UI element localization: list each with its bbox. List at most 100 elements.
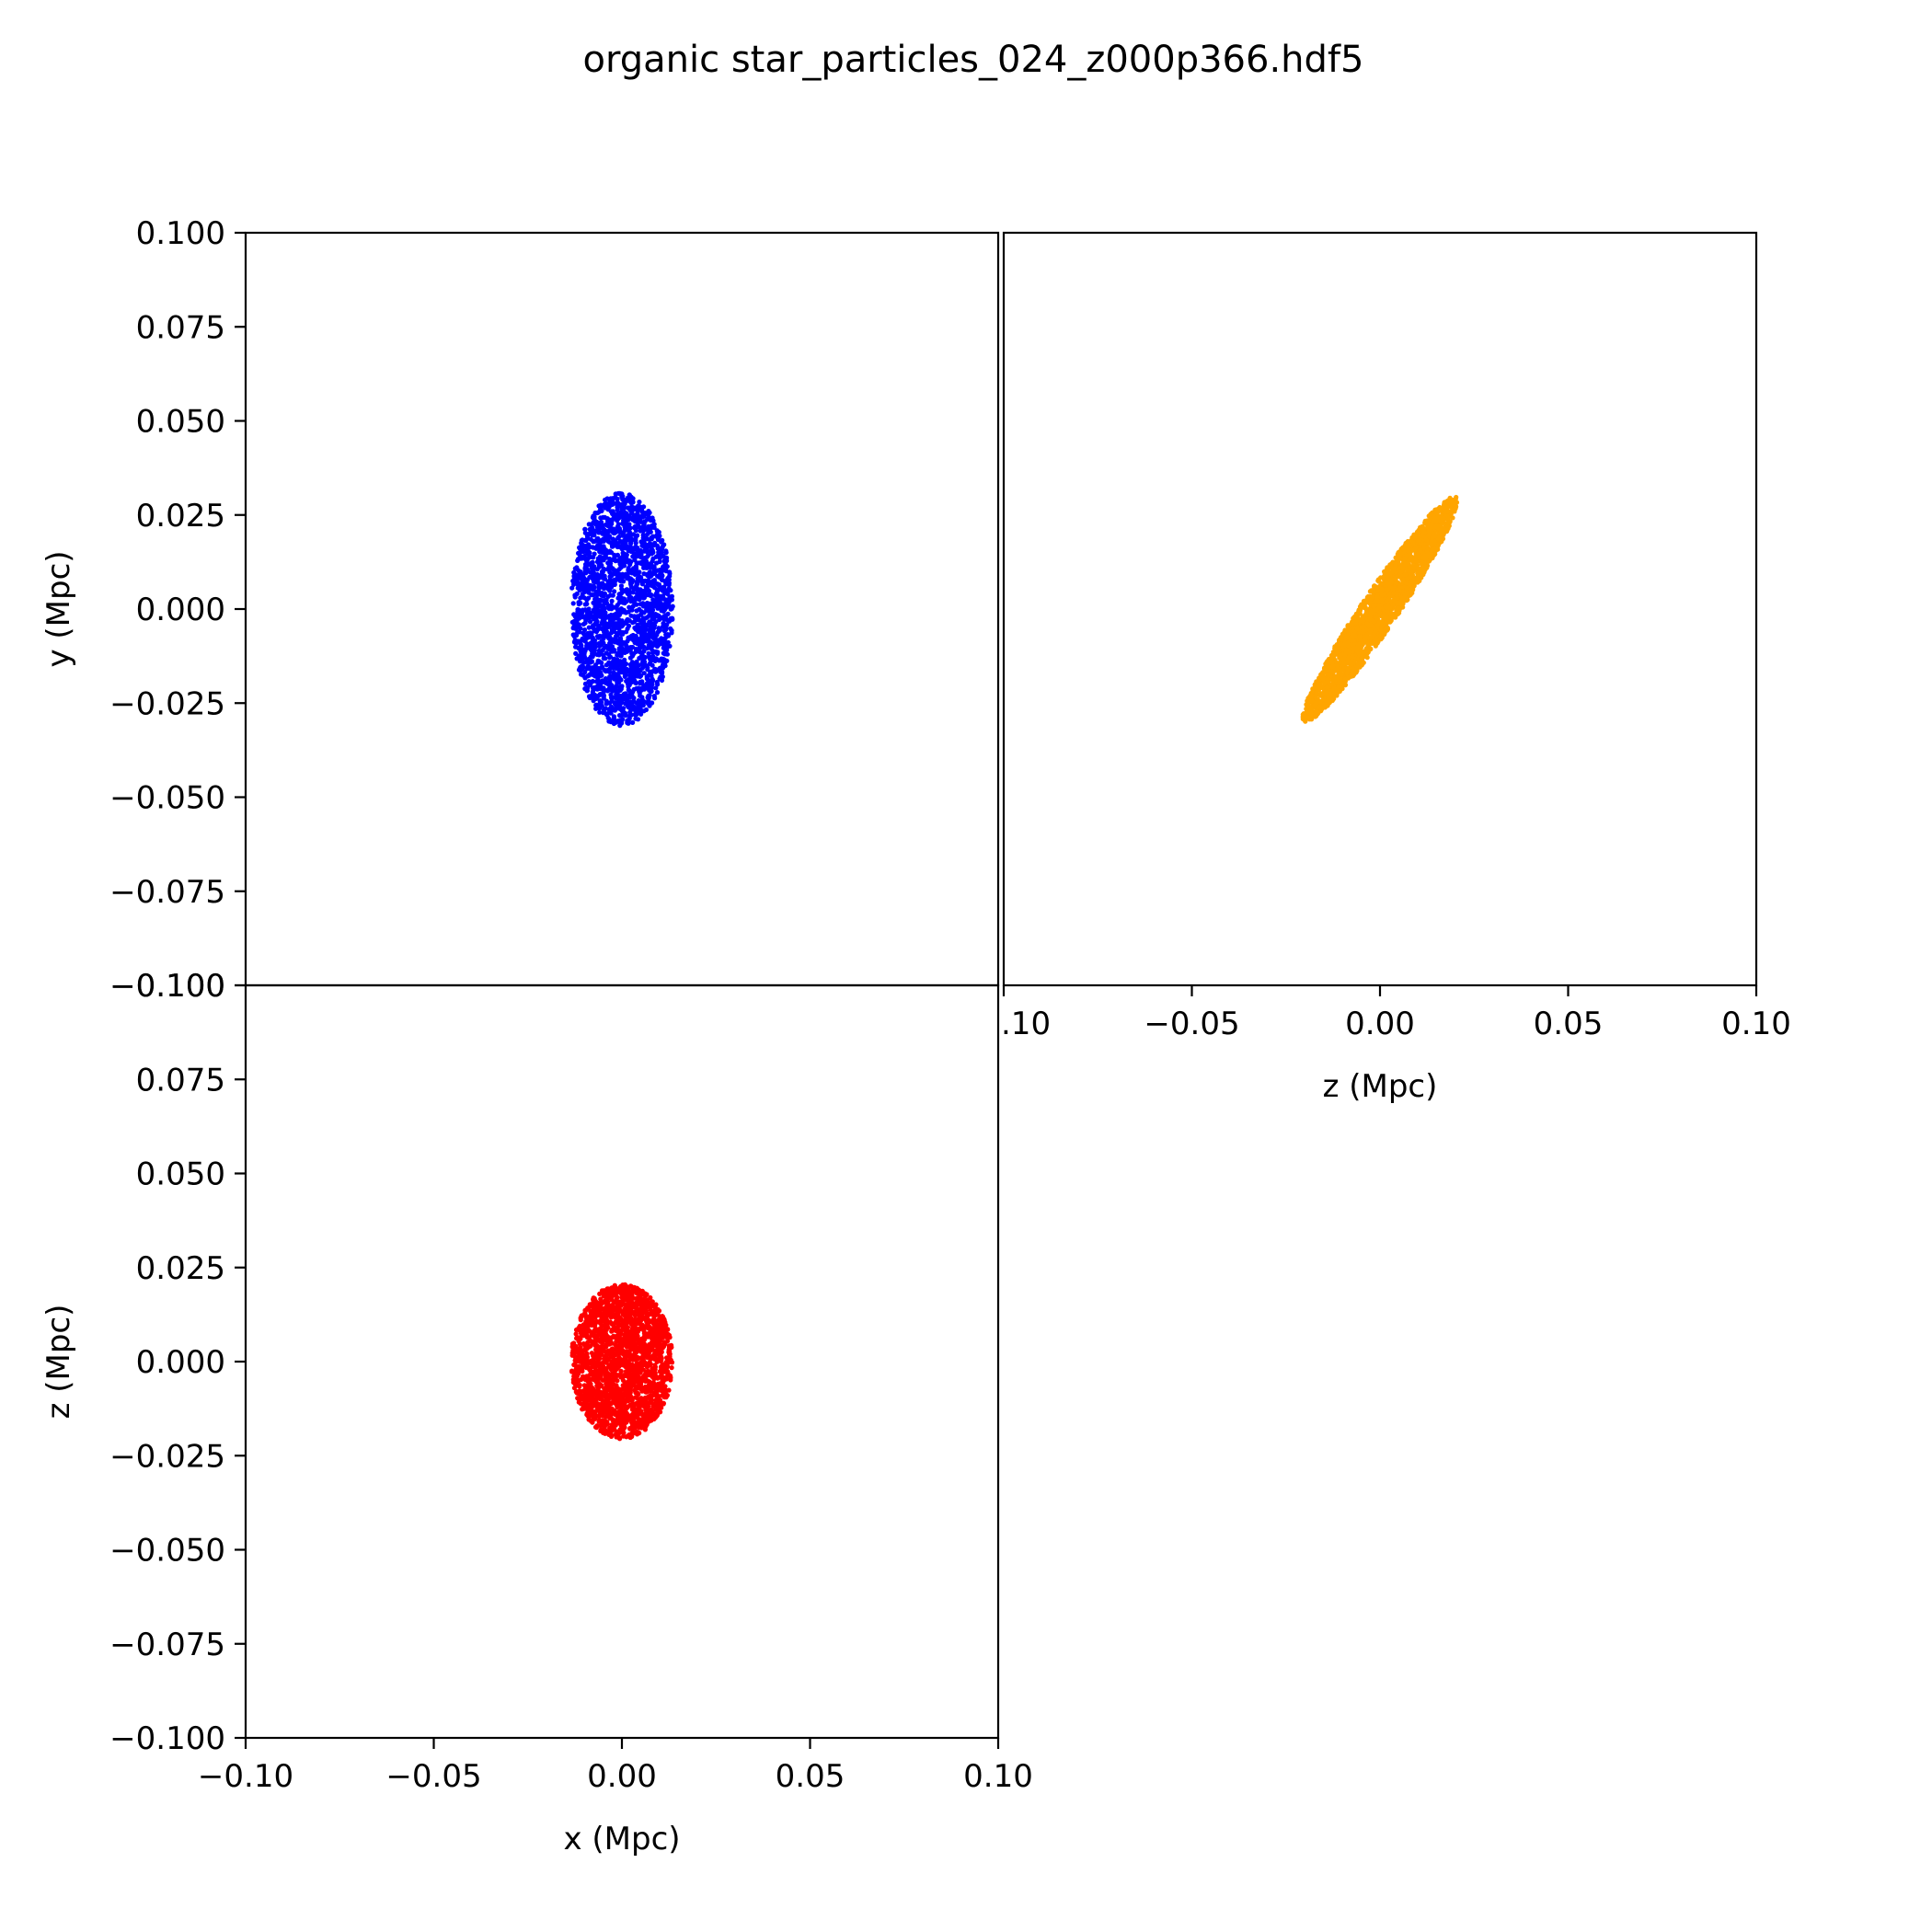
xy-scatter-point xyxy=(572,566,578,571)
xy-scatter-point xyxy=(645,700,650,706)
xy-scatter-point xyxy=(640,623,646,628)
xy-scatter-point xyxy=(590,514,596,521)
xy-scatter-point xyxy=(591,668,596,673)
xy-scatter-point xyxy=(602,514,608,521)
xy-scatter-point xyxy=(605,632,611,638)
xy-scatter-point xyxy=(574,615,581,621)
xy-scatter-point xyxy=(601,573,606,579)
xy-scatter-point xyxy=(656,581,662,588)
xy-scatter-point xyxy=(599,703,604,708)
zy-scatter-point xyxy=(1407,569,1412,576)
zy-scatter-point xyxy=(1432,534,1438,540)
xy-scatter-point xyxy=(649,644,654,650)
xy-scatter-point xyxy=(589,560,594,566)
xy-scatter-point xyxy=(642,590,648,595)
zy-scatter-point xyxy=(1388,562,1394,569)
zy-scatter-point xyxy=(1303,719,1308,724)
xy-scatter-point xyxy=(604,551,609,557)
xy-scatter-point xyxy=(605,504,611,510)
xy-scatter-point xyxy=(609,662,615,668)
zy-scatter-point xyxy=(1324,684,1330,690)
zy-scatter-point xyxy=(1418,546,1423,553)
xy-scatter-point xyxy=(615,606,620,613)
zy-scatter-point xyxy=(1309,698,1315,705)
xy-scatter-point xyxy=(651,578,658,583)
xy-scatter-point xyxy=(593,703,599,708)
xy-scatter-point xyxy=(615,689,621,695)
xy-scatter-point xyxy=(573,650,579,657)
zy-scatter-point xyxy=(1328,672,1333,677)
xy-scatter-point xyxy=(664,651,671,657)
xy-scatter-point xyxy=(604,698,609,704)
zy-scatter-point xyxy=(1415,538,1421,544)
xy-scatter-point xyxy=(667,604,673,610)
xy-scatter-point xyxy=(604,533,610,539)
xy-scatter-point xyxy=(638,711,644,717)
xy-scatter-point xyxy=(664,564,670,569)
xy-scatter-point xyxy=(633,527,639,534)
xy-scatter-point xyxy=(649,670,654,676)
xy-scatter-point xyxy=(610,614,616,619)
xy-scatter-point xyxy=(579,586,584,592)
xy-scatter-point xyxy=(615,496,620,502)
xy-scatter-point xyxy=(587,526,592,532)
zy-scatter-point xyxy=(1391,591,1397,596)
xy-scatter-point xyxy=(654,528,660,534)
xy-scatter-point xyxy=(639,661,645,667)
zy-scatter-point xyxy=(1370,640,1375,647)
zy-scatter-point xyxy=(1387,584,1393,590)
xy-scatter-point xyxy=(583,602,589,607)
zy-scatter-point xyxy=(1388,580,1394,586)
xy-scatter-point xyxy=(611,513,617,519)
xy-scatter-point xyxy=(650,600,656,605)
xy-scatter-point xyxy=(638,681,643,686)
xy-scatter-point xyxy=(619,647,625,652)
xy-scatter-point xyxy=(576,600,581,605)
xy-scatter-point xyxy=(575,606,581,613)
xy-scatter-point xyxy=(579,610,585,615)
xy-scatter-point xyxy=(626,635,631,640)
zy-scatter-point xyxy=(1335,666,1340,672)
zy-scatter-point xyxy=(1323,703,1328,708)
xy-scatter-point xyxy=(612,589,617,594)
zy-scatter-point xyxy=(1376,605,1382,611)
xy-scatter-point xyxy=(592,615,597,621)
zy-scatter-point xyxy=(1340,661,1346,667)
xy-scatter-point xyxy=(627,709,633,715)
zy-scatter-point xyxy=(1410,541,1417,546)
xy-scatter-point xyxy=(585,556,592,561)
xy-scatter-point xyxy=(641,644,647,650)
zy-scatter-point xyxy=(1352,669,1358,675)
zy-scatter-point xyxy=(1399,581,1405,586)
xy-scatter-point xyxy=(592,533,597,538)
xy-scatter-point xyxy=(592,662,599,668)
xy-scatter-point xyxy=(622,527,627,533)
xy-scatter-point xyxy=(576,667,582,673)
xy-scatter-point xyxy=(573,572,579,578)
xy-scatter-point xyxy=(608,719,614,725)
xy-scatter-point xyxy=(622,539,627,545)
xy-scatter-point xyxy=(626,505,631,511)
zy-scatter-point xyxy=(1312,703,1317,708)
xy-scatter-point xyxy=(607,669,613,675)
xy-scatter-point xyxy=(629,511,635,516)
zy-scatter-point xyxy=(1313,713,1318,719)
zy-scatter-point xyxy=(1351,642,1356,648)
xy-scatter-point xyxy=(625,645,630,651)
xy-scatter-point xyxy=(657,598,662,604)
xy-scatter-point xyxy=(592,570,597,576)
xy-scatter-point xyxy=(661,615,667,620)
xy-scatter-points xyxy=(569,490,675,729)
xy-scatter-point xyxy=(629,660,636,665)
xy-scatter-point xyxy=(636,614,641,619)
xy-scatter-point xyxy=(615,535,621,541)
xy-scatter-point xyxy=(591,555,596,560)
zy-scatter-point xyxy=(1345,623,1351,628)
xy-scatter-point xyxy=(598,613,604,618)
xy-scatter-point xyxy=(626,718,631,723)
zy-scatter-point xyxy=(1350,652,1355,659)
xy-scatter-point xyxy=(605,688,611,694)
zy-scatter-point xyxy=(1374,614,1380,620)
xy-scatter-point xyxy=(591,579,597,584)
xy-scatter-point xyxy=(581,647,586,652)
